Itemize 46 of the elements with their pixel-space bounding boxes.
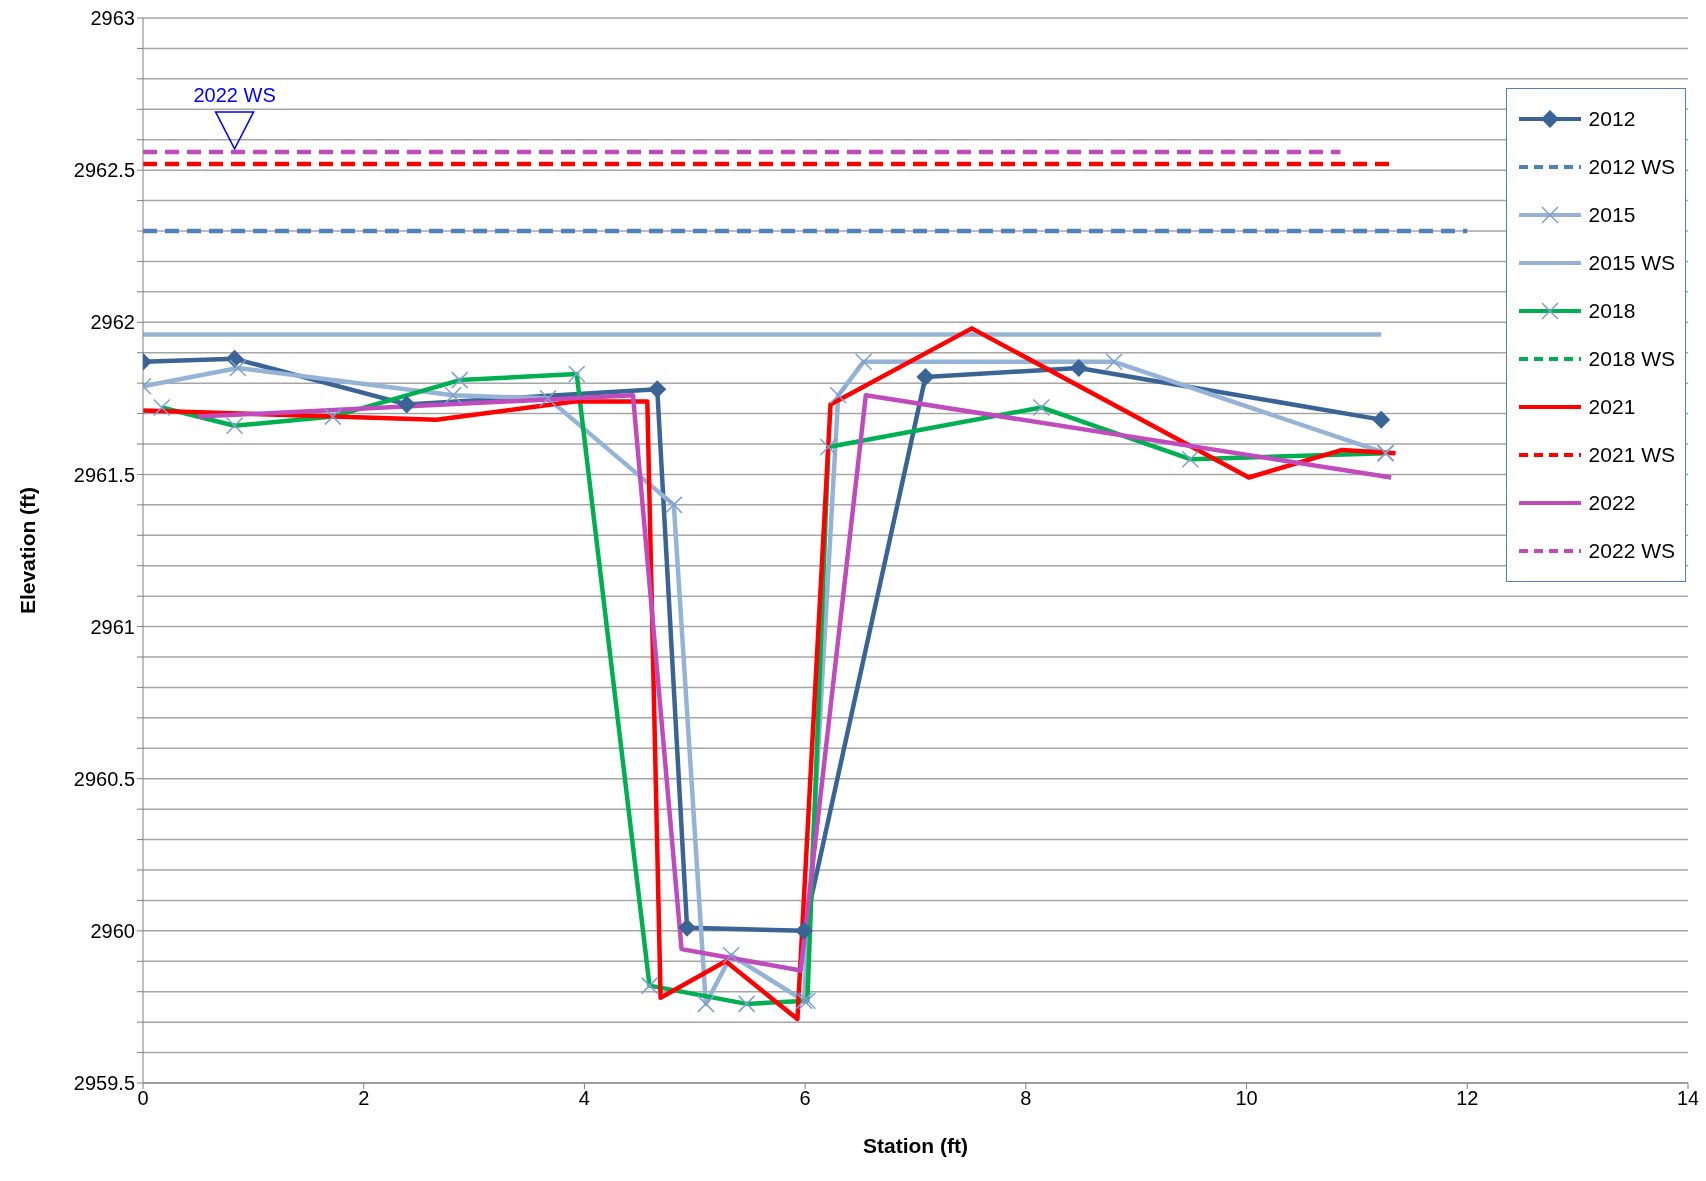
legend-label: 2022 WS (1588, 539, 1675, 563)
y-tick-label: 2962.5 (73, 159, 135, 182)
x-tick-label: 6 (799, 1087, 811, 1110)
point (697, 995, 715, 1013)
point (1069, 358, 1088, 377)
legend-label: 2022 (1588, 491, 1636, 515)
point (854, 353, 873, 371)
x-tick-label: 4 (578, 1087, 590, 1110)
legend-label: 2012 (1588, 107, 1636, 131)
annotation: 2022 WS (193, 83, 276, 106)
legend-label: 2018 (1588, 299, 1636, 323)
y-tick-label: 2959.5 (73, 1072, 135, 1095)
y-tick-label: 2963 (90, 7, 135, 30)
x-tick-label: 2 (358, 1087, 370, 1110)
legend-label: 2012 WS (1588, 155, 1675, 179)
point (829, 386, 847, 405)
point (539, 389, 557, 408)
legend-label: 2015 WS (1588, 251, 1675, 275)
point (795, 921, 814, 940)
point (665, 496, 683, 514)
point (722, 946, 740, 964)
y-tick-label: 2961 (90, 615, 135, 638)
point (397, 395, 416, 414)
point (648, 380, 667, 399)
y-tick-label: 2961.5 (73, 463, 135, 486)
point (678, 918, 697, 937)
y-tick-label: 2960.5 (73, 767, 135, 790)
legend-label: 2018 WS (1588, 347, 1675, 371)
point (229, 359, 247, 377)
x-tick-label: 10 (1235, 1087, 1258, 1110)
legend-label: 2021 (1588, 395, 1636, 419)
x-axis-title: Station (ft) (863, 1134, 968, 1157)
y-axis-title: Elevation (ft) (16, 486, 40, 615)
point (444, 386, 462, 405)
x-tick-label: 14 (1676, 1087, 1700, 1110)
point (916, 368, 935, 387)
y-tick-label: 2962 (90, 311, 135, 334)
point (1105, 353, 1123, 371)
y-tick-label: 2960 (90, 919, 135, 942)
point (1372, 410, 1391, 429)
legend-label: 2015 (1588, 203, 1636, 227)
point (795, 992, 813, 1010)
x-tick-label: 8 (1020, 1087, 1032, 1110)
x-tick-label: 0 (137, 1087, 149, 1110)
legend-label: 2021 WS (1588, 443, 1675, 467)
x-tick-label: 12 (1456, 1087, 1479, 1110)
